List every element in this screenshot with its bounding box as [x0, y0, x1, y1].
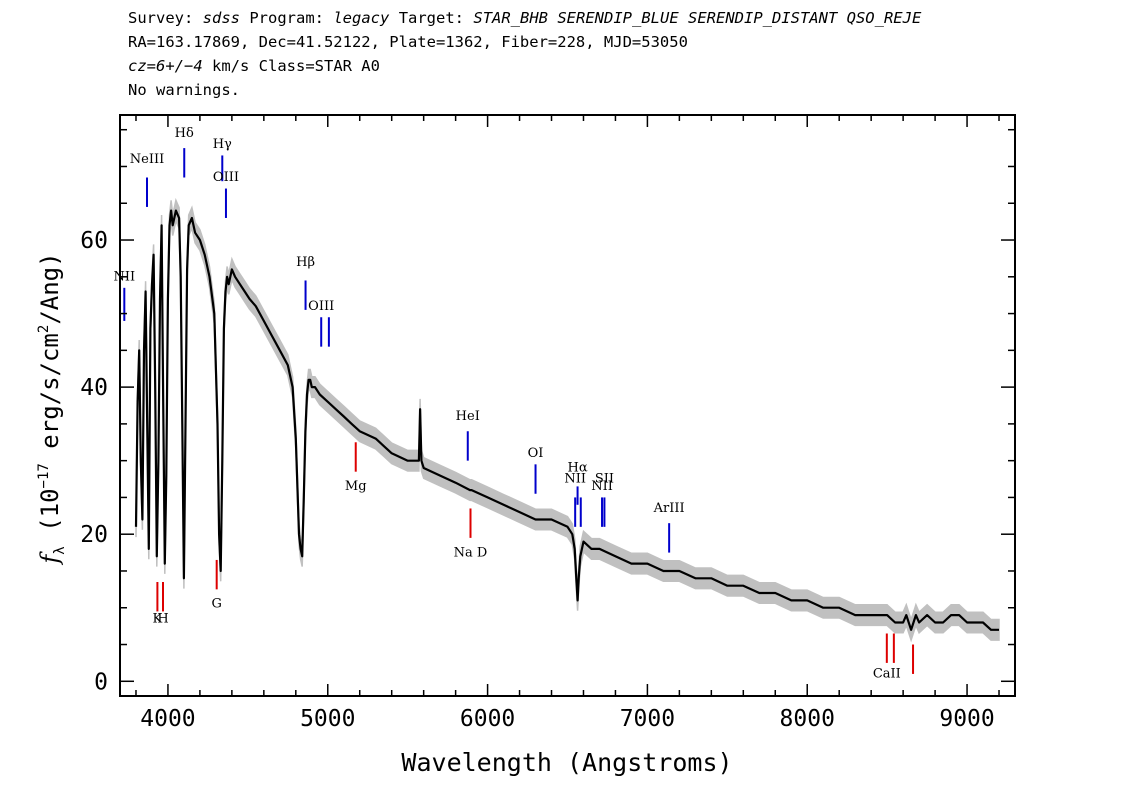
y-tick-label: 0 — [94, 669, 108, 695]
spectral-line-label: OIII — [308, 299, 334, 314]
spectral-line-label: CaII — [873, 667, 901, 682]
survey-label: Survey: — [128, 9, 194, 27]
spectral-line-label: Mg — [345, 479, 367, 494]
header-line-redshift: cz=6+/−4 km/s Class=STAR A0 — [128, 54, 1134, 78]
redshift-value: cz=6+/−4 — [128, 57, 203, 75]
x-tick-label: 7000 — [620, 706, 675, 732]
y-tick-label: 60 — [80, 228, 108, 254]
axis-ticks: 4000 5000 6000 7000 8000 9000 0 20 40 60 — [80, 115, 1015, 732]
target-label: Target: — [398, 9, 465, 27]
x-tick-label: 6000 — [460, 706, 515, 732]
y-tick-label: 40 — [80, 375, 108, 401]
x-tick-label: 4000 — [140, 706, 195, 732]
spectral-line-label: Hγ — [213, 137, 232, 152]
flux-line-layer — [134, 209, 999, 631]
x-tick-label: 9000 — [939, 706, 994, 732]
spectral-line-label: Hβ — [296, 255, 315, 270]
x-axis-label: Wavelength (Angstroms) — [401, 748, 732, 777]
spectral-line-label: NeIII — [130, 152, 164, 167]
header-line-coordinates: RA=163.17869, Dec=41.52122, Plate=1362, … — [128, 33, 688, 51]
header-line-warnings: No warnings. — [128, 81, 240, 99]
error-band-layer — [135, 197, 1000, 643]
spectral-line-label: K — [153, 611, 163, 626]
spectrum-header: Survey: sdss Program: legacy Target: STA… — [128, 6, 1134, 102]
survey-value: sdss — [202, 9, 240, 27]
y-axis-label: fλ (10−17 erg/s/cm2/Ang) — [36, 252, 68, 565]
redshift-class: km/s Class=STAR A0 — [212, 57, 380, 75]
x-tick-label: 8000 — [780, 706, 835, 732]
header-line-survey: Survey: sdss Program: legacy Target: STA… — [128, 6, 1134, 30]
spectral-line-label: OI — [528, 446, 544, 461]
spectral-line-label: NII — [591, 479, 613, 494]
svg-text:fλ (10−17 erg/s/cm2/Ang): fλ (10−17 erg/s/cm2/Ang) — [36, 252, 68, 565]
spectral-line-label: NII — [564, 472, 586, 487]
x-tick-label: 5000 — [300, 706, 355, 732]
spectral-line-label: ArIII — [653, 501, 685, 516]
flux-series-line — [134, 209, 999, 631]
program-value: legacy — [333, 9, 390, 27]
spectral-line-label: SII — [595, 472, 614, 487]
program-label: Program: — [249, 9, 324, 27]
spectral-line-label: HeI — [456, 409, 480, 424]
spectral-line-label: OIII — [213, 170, 239, 185]
spectral-line-label: Hδ — [175, 126, 194, 141]
error-band — [135, 197, 1000, 643]
spectral-line-label: G — [211, 597, 221, 612]
y-tick-label: 20 — [80, 522, 108, 548]
spectral-line-label: H — [157, 611, 168, 626]
plot-frame — [119, 114, 1016, 697]
spectral-line-label: Na D — [454, 545, 488, 560]
target-value: STAR_BHB SERENDIP_BLUE SERENDIP_DISTANT … — [473, 9, 922, 27]
spectral-line-label: Hα — [568, 461, 588, 476]
